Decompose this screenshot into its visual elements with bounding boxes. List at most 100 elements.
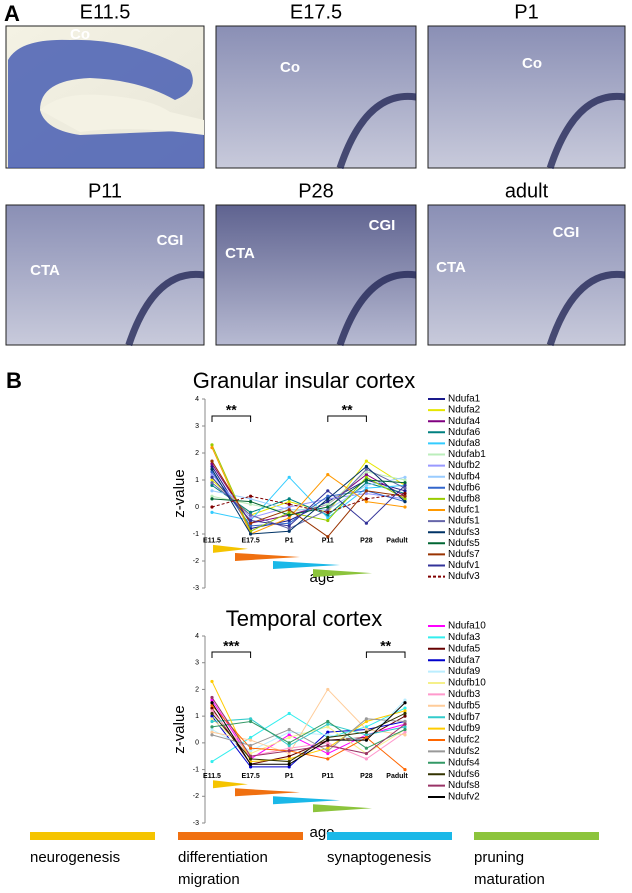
data-point bbox=[249, 749, 253, 753]
data-point bbox=[326, 722, 330, 726]
data-point bbox=[287, 518, 291, 523]
legend-label: Ndufs1 bbox=[448, 516, 480, 527]
phase-wedge bbox=[235, 552, 300, 561]
data-point bbox=[364, 497, 368, 501]
data-point bbox=[403, 486, 407, 490]
legend-label: Ndufb8 bbox=[448, 494, 481, 505]
tissue bbox=[336, 92, 417, 170]
region-label: CGI bbox=[369, 217, 396, 234]
y-tick-label: 3 bbox=[195, 423, 199, 430]
y-axis-label: z-value bbox=[171, 705, 188, 753]
region-label: CTA bbox=[436, 259, 466, 276]
data-point bbox=[249, 513, 253, 517]
data-point bbox=[287, 741, 291, 745]
data-point bbox=[287, 746, 291, 750]
chart-title: Temporal cortex bbox=[226, 606, 383, 631]
data-point bbox=[249, 532, 253, 536]
data-point bbox=[287, 733, 291, 737]
data-point bbox=[249, 735, 253, 740]
legend-label: Ndufv3 bbox=[448, 571, 480, 582]
region-label: Co bbox=[522, 55, 542, 72]
legend-label: Ndufb6 bbox=[448, 482, 481, 493]
data-point bbox=[364, 735, 368, 740]
data-point bbox=[287, 743, 291, 748]
phase-wedge bbox=[235, 788, 300, 797]
tissue bbox=[40, 94, 204, 135]
data-point bbox=[210, 727, 214, 732]
data-point bbox=[403, 494, 407, 498]
data-point bbox=[210, 446, 214, 450]
data-point bbox=[326, 719, 330, 724]
tissue bbox=[125, 270, 205, 347]
data-point bbox=[364, 483, 368, 487]
data-point bbox=[364, 746, 368, 750]
x-tick-label: P1 bbox=[285, 773, 294, 780]
data-point bbox=[287, 711, 291, 716]
x-tick-label: P28 bbox=[360, 773, 373, 780]
data-point bbox=[364, 500, 368, 504]
data-point bbox=[249, 719, 253, 724]
data-point bbox=[249, 516, 253, 520]
data-point bbox=[287, 508, 291, 512]
tissue bbox=[546, 270, 626, 347]
legend-label: Ndufv2 bbox=[448, 792, 480, 803]
data-point bbox=[364, 757, 368, 761]
series-line bbox=[211, 493, 406, 513]
image-title: adult bbox=[505, 180, 549, 202]
y-tick-label: -3 bbox=[193, 585, 199, 592]
significance-label: *** bbox=[223, 638, 240, 654]
legend-label: Ndufa6 bbox=[448, 427, 481, 438]
legend-label: Ndufa5 bbox=[448, 643, 481, 654]
x-tick-label: E11.5 bbox=[203, 773, 221, 780]
micrograph bbox=[427, 25, 626, 169]
data-point bbox=[287, 749, 291, 753]
region-label: CGI bbox=[157, 232, 184, 249]
data-point bbox=[287, 757, 291, 761]
x-tick-label: P11 bbox=[322, 538, 334, 545]
y-axis-label: z-value bbox=[171, 469, 188, 517]
data-point bbox=[287, 500, 291, 504]
significance-label: ** bbox=[342, 402, 353, 418]
phase-wedge bbox=[213, 780, 248, 789]
data-point bbox=[364, 725, 368, 729]
series-line bbox=[211, 713, 406, 763]
data-point bbox=[287, 727, 291, 732]
phase-bar bbox=[474, 832, 599, 840]
data-point bbox=[287, 762, 291, 766]
data-point bbox=[326, 730, 330, 734]
phase-bar bbox=[178, 832, 303, 840]
data-point bbox=[326, 535, 330, 539]
series-line bbox=[211, 705, 406, 770]
phase-label: pruning bbox=[474, 849, 524, 866]
data-point bbox=[326, 513, 330, 517]
data-point bbox=[210, 759, 214, 764]
data-point bbox=[210, 717, 214, 721]
data-point bbox=[326, 741, 330, 745]
data-point bbox=[403, 491, 407, 496]
data-point bbox=[287, 759, 291, 764]
data-point bbox=[326, 518, 330, 523]
series-line bbox=[211, 720, 406, 749]
data-point bbox=[249, 762, 253, 766]
micrograph bbox=[215, 204, 417, 346]
data-point bbox=[364, 459, 368, 463]
y-tick-label: 2 bbox=[195, 450, 199, 457]
data-point bbox=[403, 767, 407, 772]
legend-label: Ndufa1 bbox=[448, 394, 481, 405]
tissue bbox=[8, 39, 204, 169]
region-label: CTA bbox=[30, 262, 60, 279]
series-line bbox=[211, 697, 406, 757]
legend-label: Ndufa9 bbox=[448, 666, 481, 677]
data-point bbox=[287, 527, 291, 531]
significance-bracket bbox=[211, 651, 252, 658]
region-label: CTA bbox=[225, 245, 255, 262]
data-point bbox=[287, 497, 291, 501]
panel-label: B bbox=[6, 368, 22, 393]
legend-label: Ndufb4 bbox=[448, 471, 481, 482]
data-point bbox=[326, 687, 330, 692]
data-point bbox=[249, 754, 253, 758]
y-tick-label: 0 bbox=[195, 740, 199, 747]
data-point bbox=[326, 505, 330, 509]
y-tick-label: -3 bbox=[193, 820, 199, 827]
